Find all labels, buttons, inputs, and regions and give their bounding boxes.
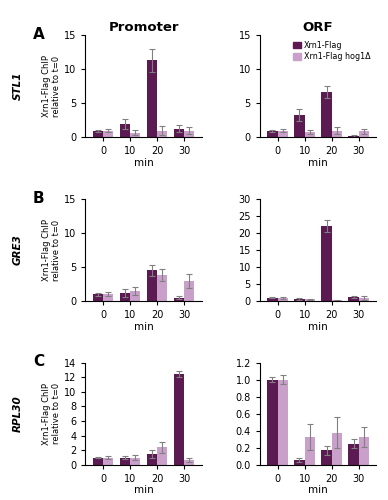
Bar bbox=[120, 124, 130, 138]
Bar bbox=[157, 448, 167, 465]
Bar bbox=[147, 270, 157, 301]
Bar bbox=[184, 130, 194, 138]
Text: STL1: STL1 bbox=[13, 72, 23, 101]
Bar bbox=[174, 298, 184, 301]
Bar bbox=[93, 294, 103, 301]
Bar bbox=[294, 299, 305, 301]
Bar bbox=[321, 92, 332, 138]
Bar bbox=[130, 132, 140, 138]
X-axis label: min: min bbox=[134, 486, 153, 496]
X-axis label: min: min bbox=[134, 158, 153, 168]
Bar bbox=[174, 128, 184, 138]
Bar bbox=[120, 293, 130, 301]
Y-axis label: Xrn1-Flag ChIP
relative to t=0: Xrn1-Flag ChIP relative to t=0 bbox=[42, 55, 61, 117]
Bar bbox=[267, 380, 277, 465]
Bar bbox=[277, 298, 288, 301]
Bar bbox=[348, 444, 359, 465]
X-axis label: min: min bbox=[308, 158, 328, 168]
Bar bbox=[305, 300, 315, 301]
Legend: Xrn1-Flag, Xrn1-Flag hog1Δ: Xrn1-Flag, Xrn1-Flag hog1Δ bbox=[291, 39, 372, 63]
Bar bbox=[277, 130, 288, 138]
Bar bbox=[267, 130, 277, 138]
Bar bbox=[157, 276, 167, 301]
Bar bbox=[93, 130, 103, 138]
Bar bbox=[103, 294, 113, 301]
Bar bbox=[294, 460, 305, 465]
Bar bbox=[332, 130, 342, 138]
Bar bbox=[157, 130, 167, 138]
Text: A: A bbox=[33, 27, 45, 42]
Bar bbox=[332, 432, 342, 465]
Bar bbox=[332, 300, 342, 301]
Bar bbox=[130, 458, 140, 465]
X-axis label: min: min bbox=[308, 322, 328, 332]
X-axis label: min: min bbox=[308, 486, 328, 496]
Bar bbox=[120, 458, 130, 465]
X-axis label: min: min bbox=[134, 322, 153, 332]
Text: RPL30: RPL30 bbox=[13, 396, 23, 432]
Bar bbox=[184, 460, 194, 465]
Bar bbox=[305, 132, 315, 138]
Bar bbox=[359, 437, 369, 465]
Text: B: B bbox=[33, 190, 45, 206]
Bar bbox=[294, 115, 305, 138]
Bar bbox=[348, 297, 359, 301]
Bar bbox=[267, 298, 277, 301]
Y-axis label: Xrn1-Flag ChIP
relative to t=0: Xrn1-Flag ChIP relative to t=0 bbox=[42, 383, 61, 445]
Bar bbox=[147, 60, 157, 138]
Bar bbox=[305, 437, 315, 465]
Bar bbox=[174, 374, 184, 465]
Text: C: C bbox=[33, 354, 44, 370]
Title: Promoter: Promoter bbox=[108, 21, 179, 34]
Bar bbox=[348, 136, 359, 138]
Bar bbox=[130, 291, 140, 301]
Bar bbox=[103, 130, 113, 138]
Bar bbox=[93, 458, 103, 465]
Title: ORF: ORF bbox=[303, 21, 333, 34]
Text: GRE3: GRE3 bbox=[13, 234, 23, 266]
Y-axis label: Xrn1-Flag ChIP
relative to t=0: Xrn1-Flag ChIP relative to t=0 bbox=[42, 219, 61, 281]
Bar bbox=[147, 454, 157, 465]
Bar bbox=[321, 226, 332, 301]
Bar bbox=[321, 450, 332, 465]
Bar bbox=[359, 131, 369, 138]
Bar bbox=[103, 458, 113, 465]
Bar bbox=[277, 380, 288, 465]
Bar bbox=[184, 280, 194, 301]
Bar bbox=[359, 298, 369, 301]
